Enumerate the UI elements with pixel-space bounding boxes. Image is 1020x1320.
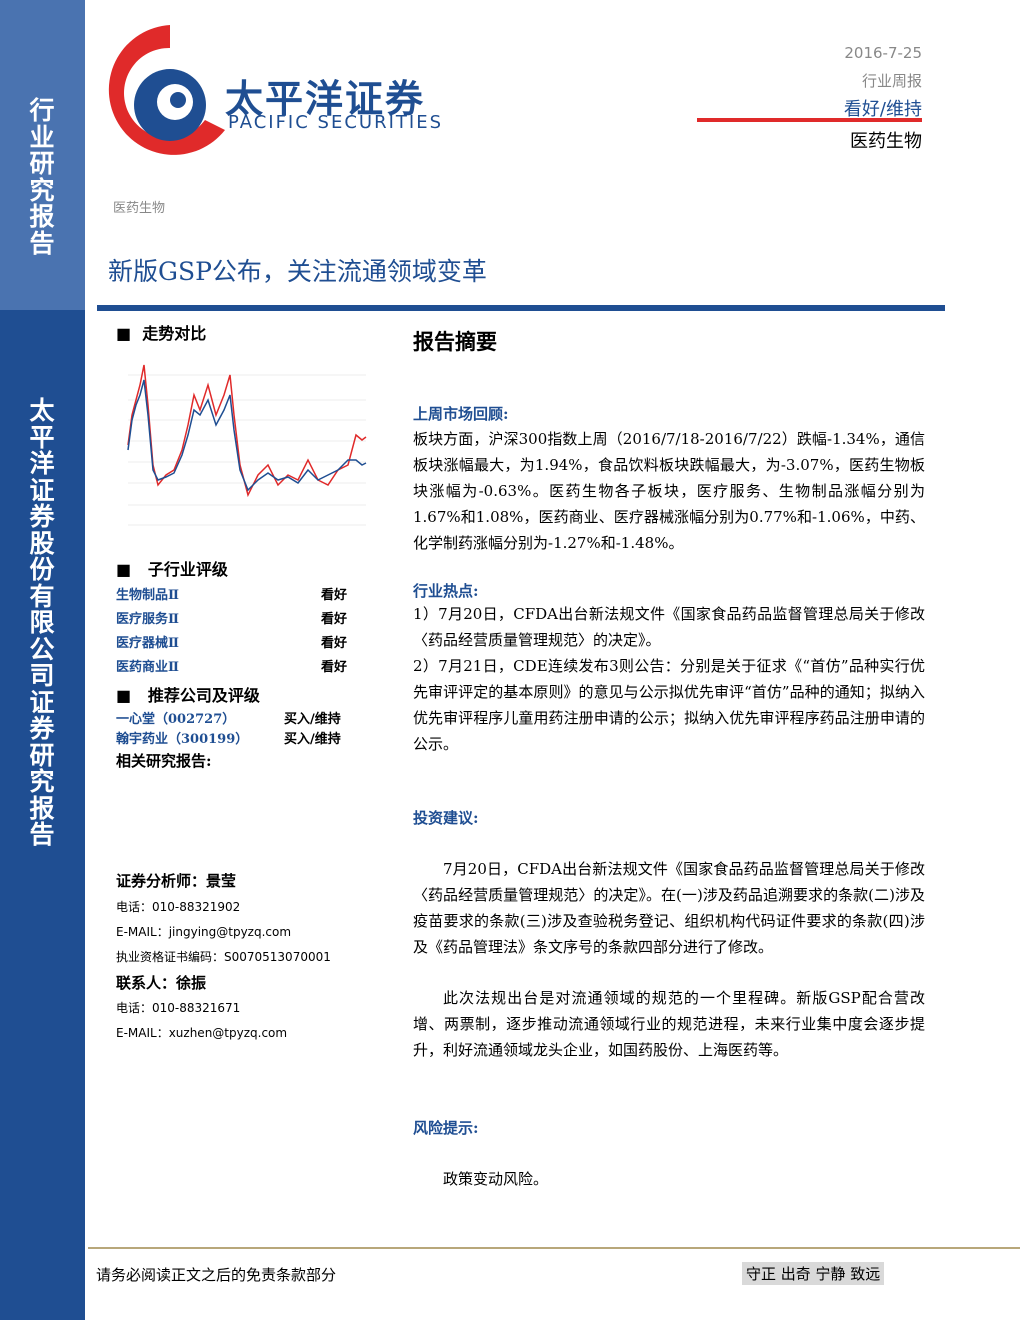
trend-chart xyxy=(127,364,367,526)
contact-title: 联系人：徐振 xyxy=(116,974,207,992)
sub-industry-name: 医药商业Ⅱ xyxy=(116,660,179,675)
paragraph: 7月20日，CFDA出台新法规文件《国家食品药品监督管理总局关于修改〈药品经营质… xyxy=(413,860,925,956)
company-name: 翰宇药业（300199） xyxy=(116,732,249,747)
title-rule xyxy=(97,305,945,311)
sub-industry-name: 医疗器械Ⅱ xyxy=(116,636,179,651)
footer-left: 请务必阅读正文之后的免责条款部分 xyxy=(96,1266,337,1284)
sidebar-top-text: 行业研究报告 xyxy=(29,96,55,258)
paragraph: 2）7月21日，CDE连续发布3则公告：分别是关于征求《“首仿”品种实行优先审评… xyxy=(413,657,925,753)
related: 相关研究报告: xyxy=(116,752,212,770)
section-title: 投资建议: xyxy=(413,809,479,827)
analyst-title: 证券分析师：景莹 xyxy=(116,872,237,890)
section-title: 风险提示: xyxy=(413,1119,479,1137)
sub-industry-title: ■ 子行业评级 xyxy=(116,560,228,579)
companies-title: ■ 推荐公司及评级 xyxy=(116,686,260,705)
companies-title-text: 推荐公司及评级 xyxy=(147,686,260,705)
analyst-line: 执业资格证书编码：S0070513070001 xyxy=(116,950,331,964)
analyst-line: 电话：010-88321902 xyxy=(116,900,241,914)
section-title: 行业热点: xyxy=(413,582,479,600)
sub-industry-name: 医疗服务Ⅱ xyxy=(116,612,179,627)
red-rule xyxy=(697,118,922,122)
sub-industry-rating: 看好 xyxy=(321,636,348,651)
sidebar-top xyxy=(0,0,85,310)
sub-industry-name: 生物制品Ⅱ xyxy=(116,588,179,603)
logo-mark xyxy=(108,25,225,155)
footer-right: 守正 出奇 宁静 致远 xyxy=(742,1262,885,1285)
company-rating: 买入/维持 xyxy=(284,732,341,747)
paragraph: 政策变动风险。 xyxy=(443,1170,549,1188)
sub-industry-rating: 看好 xyxy=(321,588,348,603)
report-type: 行业周报 xyxy=(861,72,922,90)
company-rating: 买入/维持 xyxy=(284,712,341,727)
sub-industry-title-text: 子行业评级 xyxy=(147,560,228,579)
footer-rule xyxy=(88,1247,1020,1249)
main-heading: 报告摘要 xyxy=(413,329,497,354)
section-title: 上周市场回顾: xyxy=(413,405,509,423)
sidebar-bottom-text: 太平洋证券股份有限公司证券研究报告 xyxy=(29,396,55,849)
title: 新版GSP公布，关注流通领域变革 xyxy=(108,257,487,286)
contact-line: E-MAIL：xuzhen@tpyzq.com xyxy=(116,1026,288,1040)
logo-cn: 太平洋证券 xyxy=(225,77,426,121)
trend-title: ■ 走势对比 xyxy=(116,324,207,343)
paragraph: 此次法规出台是对流通领域的规范的一个里程碑。新版GSP配合营改增、两票制，逐步推… xyxy=(413,989,925,1059)
breadcrumb: 医药生物 xyxy=(113,201,166,216)
logo-en: PACIFIC SECURITIES xyxy=(228,112,443,133)
sub-industry-rating: 看好 xyxy=(321,660,348,675)
trend-title-text: 走势对比 xyxy=(142,324,207,343)
sector: 医药生物 xyxy=(850,131,922,152)
paragraph: 板块方面，沪深300指数上周（2016/7/18-2016/7/22）跌幅-1.… xyxy=(413,430,925,552)
paragraph: 1）7月20日，CFDA出台新法规文件《国家食品药品监督管理总局关于修改〈药品经… xyxy=(413,605,925,649)
company-name: 一心堂（002727） xyxy=(116,712,236,727)
sub-industry-rating: 看好 xyxy=(321,612,348,627)
sidebar-bottom xyxy=(0,310,85,1320)
contact-line: 电话：010-88321671 xyxy=(116,1001,241,1015)
date: 2016-7-25 xyxy=(844,44,922,62)
analyst-line: E-MAIL：jingying@tpyzq.com xyxy=(116,925,292,939)
rating: 看好/维持 xyxy=(843,99,922,120)
